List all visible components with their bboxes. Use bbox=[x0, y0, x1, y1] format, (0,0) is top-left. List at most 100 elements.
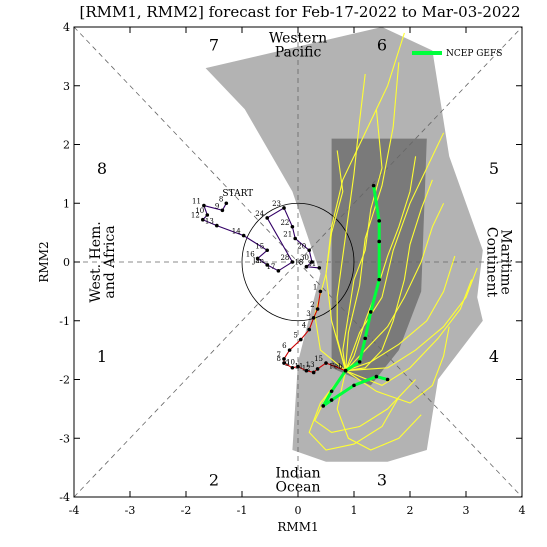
y-tick-label: 2 bbox=[63, 139, 70, 152]
observed-point-label: Feb bbox=[329, 363, 343, 371]
ensemble-member-line bbox=[314, 370, 416, 433]
phase-label: 3 bbox=[377, 470, 387, 489]
observed-point bbox=[265, 248, 270, 253]
y-tick-label: 3 bbox=[63, 80, 70, 93]
observed-point-label: 28 bbox=[280, 254, 289, 262]
observed-point-label: 20 bbox=[297, 242, 306, 250]
observed-point-label: 12 bbox=[302, 364, 311, 372]
observed-point-label: 15 bbox=[255, 242, 264, 250]
forecast-point bbox=[363, 336, 368, 341]
observed-point bbox=[343, 368, 348, 373]
ensemble-member-line bbox=[345, 267, 478, 372]
observed-point-label: 30 bbox=[300, 254, 309, 262]
x-tick-label: 3 bbox=[463, 504, 470, 517]
observed-point bbox=[201, 217, 205, 222]
observed-point-label: Jan bbox=[252, 257, 265, 265]
forecast-point bbox=[329, 398, 334, 402]
observed-point-label: 2 bbox=[310, 301, 314, 309]
y-tick-label: -3 bbox=[59, 432, 70, 445]
observed-point bbox=[282, 357, 286, 361]
x-tick-label: 0 bbox=[295, 504, 302, 517]
observed-point bbox=[311, 316, 316, 320]
observed-point bbox=[290, 260, 295, 264]
observed-point-label: 11 bbox=[192, 198, 201, 206]
phase-label: 6 bbox=[377, 36, 387, 55]
forecast-point bbox=[377, 277, 382, 282]
observed-point bbox=[290, 224, 295, 229]
observed-point bbox=[215, 223, 219, 228]
observed-point-label: 11 bbox=[294, 363, 303, 371]
observed-point bbox=[317, 266, 322, 270]
ensemble-member-line bbox=[345, 132, 445, 371]
forecast-point bbox=[357, 360, 362, 364]
legend-label: NCEP GEFS bbox=[446, 49, 502, 59]
y-tick-label: 4 bbox=[63, 21, 70, 34]
observed-point bbox=[205, 213, 210, 217]
x-tick-label: 2 bbox=[407, 504, 414, 517]
observed-point bbox=[315, 307, 320, 311]
observed-point bbox=[241, 233, 246, 238]
legend: NCEP GEFS bbox=[412, 49, 502, 59]
ensemble-member-line bbox=[345, 279, 473, 387]
x-tick-label: -4 bbox=[69, 504, 80, 517]
region-label-line: Pacific bbox=[275, 45, 322, 61]
phase-label: 7 bbox=[209, 36, 219, 55]
observed-point bbox=[324, 361, 328, 365]
phase-label: 5 bbox=[489, 159, 499, 178]
ensemble-member-line bbox=[345, 62, 400, 371]
region-label-line: Maritime bbox=[498, 229, 514, 295]
observed-point bbox=[290, 365, 295, 370]
observed-point bbox=[299, 337, 303, 342]
region-label-line: Ocean bbox=[276, 479, 321, 495]
region-label: West. Hem.and Africa bbox=[88, 221, 118, 302]
ensemble-member-line bbox=[308, 370, 400, 451]
ensemble-member-line bbox=[345, 326, 450, 404]
observed-point bbox=[287, 348, 292, 352]
ensemble-member-line bbox=[325, 32, 405, 371]
observed-point bbox=[318, 289, 323, 294]
observed-point bbox=[304, 368, 309, 373]
phase-label: 4 bbox=[489, 347, 499, 366]
y-tick-label: -4 bbox=[59, 491, 70, 504]
y-axis-label: RMM2 bbox=[37, 241, 51, 282]
observed-point-label: 22 bbox=[280, 219, 289, 227]
ensemble-member-line bbox=[345, 156, 417, 371]
observed-point bbox=[282, 361, 286, 365]
observed-point bbox=[315, 367, 320, 371]
start-label: START bbox=[222, 189, 253, 199]
phase-label: 2 bbox=[209, 470, 219, 489]
observed-point-label: 4 bbox=[302, 322, 307, 330]
observed-point-label: 8 bbox=[219, 195, 223, 203]
observed-point bbox=[307, 327, 312, 332]
observed-point bbox=[202, 203, 206, 208]
forecast-point bbox=[369, 310, 373, 314]
chart-title: [RMM1, RMM2] forecast for Feb-17-2022 to… bbox=[79, 3, 520, 21]
observed-point-label: 13 bbox=[306, 361, 315, 369]
forecast-point bbox=[385, 377, 390, 382]
x-tick-label: 1 bbox=[351, 504, 358, 517]
observed-point-label: 9 bbox=[215, 202, 219, 210]
observed-point-label: 31 bbox=[307, 260, 316, 268]
phase-label: 1 bbox=[97, 347, 107, 366]
amplitude-circle bbox=[241, 202, 355, 322]
observed-point-label: 10 bbox=[286, 359, 295, 367]
observed-point-label: 3 bbox=[306, 310, 310, 318]
observed-point bbox=[265, 263, 270, 267]
forecast-point bbox=[374, 374, 379, 379]
observed-point-label: 5 bbox=[293, 332, 297, 340]
region-label-line: Continent bbox=[484, 227, 500, 298]
ensemble-member-line bbox=[314, 150, 346, 372]
observed-point-label: 13 bbox=[205, 218, 214, 226]
x-axis-label: RMM1 bbox=[277, 520, 318, 534]
forecast-mean-line bbox=[344, 185, 381, 372]
observed-point-label: 10 bbox=[195, 207, 204, 215]
region-label-line: and Africa bbox=[102, 225, 118, 298]
observed-point-label: 18 bbox=[294, 259, 303, 267]
observed-point bbox=[310, 260, 314, 264]
forecast-point bbox=[329, 389, 334, 394]
forecast-point bbox=[352, 383, 356, 388]
observed-point bbox=[265, 216, 270, 220]
y-tick-label: 0 bbox=[63, 256, 70, 269]
